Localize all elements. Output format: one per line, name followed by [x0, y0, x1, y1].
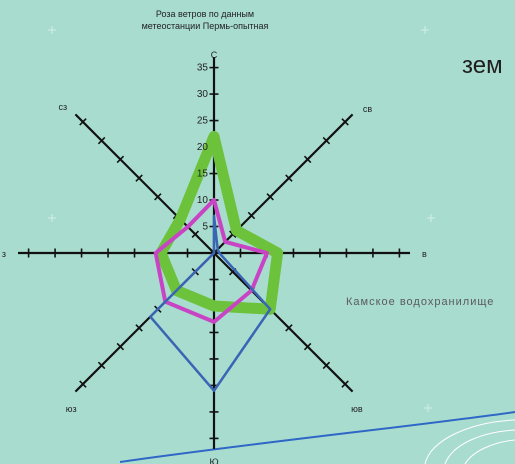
axis-tick-св [266, 193, 274, 201]
map-decoration [48, 26, 515, 464]
direction-label-юв: юв [351, 404, 363, 414]
radial-tick-label: 10 [197, 195, 209, 206]
axis-tick-юз [79, 380, 87, 388]
axis-tick-сз [191, 230, 200, 239]
axis-tick-сз [97, 136, 106, 145]
radial-tick-label: 15 [197, 169, 209, 180]
axis-tick-юв [341, 380, 349, 388]
radial-tick-label: 20 [197, 142, 209, 153]
axis-tick-юв [322, 361, 331, 370]
chart-title-line-1: Роза ветров по данным [155, 9, 255, 19]
radial-tick-label: 5 [202, 222, 208, 233]
direction-label-з: з [2, 249, 6, 259]
series-1-line [155, 131, 284, 315]
direction-label-с: С [211, 50, 218, 60]
axis-tick-сз [116, 155, 125, 164]
axis-tick-сз [135, 174, 143, 182]
direction-label-ю: Ю [209, 457, 218, 464]
direction-label-св: св [363, 104, 373, 114]
series-2-line [153, 198, 269, 324]
map-label-partial: зем [462, 52, 503, 79]
radial-tick-label: 25 [197, 116, 209, 127]
reservoir-label: Камское водохранилище [346, 296, 495, 308]
axis-tick-юз [135, 324, 143, 332]
axis-tick-св [303, 155, 312, 164]
direction-label-в: в [422, 249, 427, 259]
axis-tick-юз [116, 342, 125, 351]
radial-tick-label: 30 [197, 89, 209, 100]
direction-label-юз: юз [66, 404, 77, 414]
axis-tick-св [247, 211, 256, 220]
axis-сз [74, 113, 215, 254]
axis-tick-юв [285, 324, 293, 332]
axis-tick-юз [97, 361, 106, 370]
axis-tick-св [322, 136, 331, 145]
direction-label-сз: сз [59, 102, 68, 112]
series-3-line [149, 214, 272, 392]
axis-tick-сз [154, 193, 162, 201]
chart-title: Роза ветров по данным метеостанции Пермь… [90, 8, 320, 32]
radial-tick-label: 35 [197, 63, 209, 74]
axis-tick-юв [303, 342, 312, 351]
chart-title-line-2: метеостанции Пермь-опытная [141, 21, 269, 31]
axis-tick-сз [79, 118, 87, 126]
axis-tick-св [341, 118, 349, 126]
axis-tick-св [285, 174, 293, 182]
axis-юв [213, 252, 354, 393]
